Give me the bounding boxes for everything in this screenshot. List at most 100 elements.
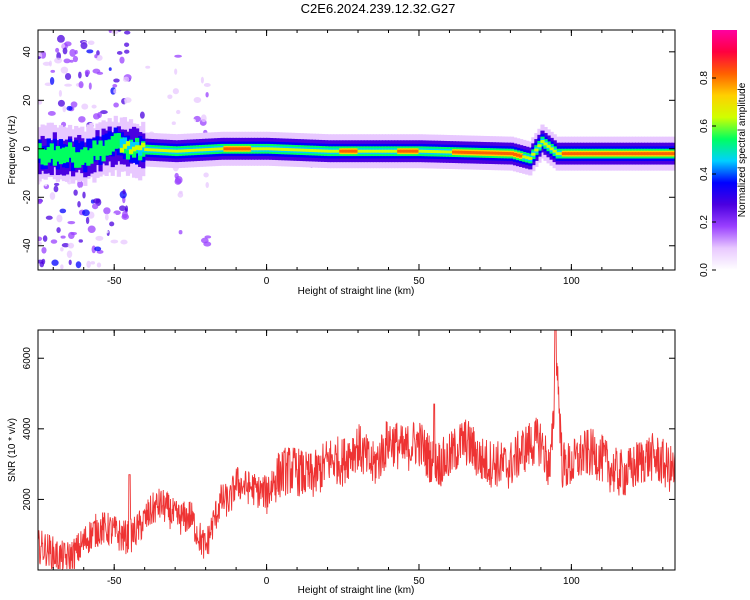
spectrogram-cell	[128, 141, 134, 151]
spectrogram-cell	[223, 147, 228, 151]
spectrogram-cell	[247, 147, 253, 151]
spectrogram-speck	[116, 51, 123, 55]
spectrogram-speck	[205, 181, 209, 188]
spectrogram-cell	[168, 149, 173, 153]
spectrogram-speck	[59, 208, 67, 214]
spectrogram-cell	[607, 152, 612, 156]
spectrogram-speck	[78, 81, 84, 89]
spectrogram-cell	[516, 153, 521, 157]
spectrogram-cell	[119, 147, 124, 153]
colorbar-ticks: 0.0 0.2 0.4 0.6 0.8	[699, 71, 716, 277]
spectrogram-speck	[44, 82, 52, 87]
spectrogram-cell	[186, 149, 192, 153]
spectrogram-speck	[57, 34, 65, 43]
spectrogram-cell	[131, 146, 137, 152]
spectrogram-speck	[81, 103, 89, 110]
spectrogram-panel: -50 0 50 100 40 20 0 -20 -40 Height of straight…	[7, 29, 676, 297]
spectrogram-speck	[91, 203, 99, 210]
snr-frame	[37, 329, 676, 571]
spectrogram-speck	[62, 47, 68, 55]
spectrogram-cell	[461, 150, 466, 154]
spectrogram-cell	[49, 143, 54, 159]
spectrogram-speck	[174, 68, 178, 75]
spectrogram-cell	[409, 149, 414, 153]
spectrogram-cell	[564, 152, 569, 156]
spectrogram-cell	[375, 149, 381, 153]
spectrogram-speck	[113, 88, 117, 94]
spectrogram-cell	[589, 152, 594, 156]
spectrogram-cell	[388, 149, 393, 153]
spectrogram-cell	[427, 150, 432, 153]
spectrogram-cell	[74, 152, 79, 168]
spectrogram-speck	[56, 227, 61, 233]
spectrogram-speck	[103, 207, 111, 215]
y-tick-label: 40	[22, 46, 33, 58]
spectrogram-speck	[119, 56, 125, 64]
spectrogram-cell	[586, 152, 591, 156]
spectrogram-speck	[171, 121, 176, 125]
spectrogram-cell	[644, 152, 649, 156]
spectrogram-speck	[112, 213, 117, 221]
spectrogram-cell	[479, 151, 484, 155]
spectrogram-speck	[42, 235, 48, 242]
spectrogram-cell	[555, 152, 560, 156]
spectrogram-cell	[278, 147, 283, 151]
spectrogram-cell	[253, 147, 259, 151]
spectrogram-speck	[64, 72, 72, 81]
spectrogram-speck	[104, 230, 109, 234]
spectrogram-cell	[424, 149, 429, 153]
spectrogram-cell	[217, 147, 222, 151]
spectrogram-speck	[44, 255, 48, 259]
spectrogram-speck	[200, 76, 204, 84]
spectrogram-cell	[226, 147, 231, 151]
spectrogram-speck	[91, 245, 96, 254]
spectrogram-cell	[595, 152, 600, 156]
spectrogram-cell	[616, 152, 621, 156]
spectrogram-speck	[203, 83, 211, 87]
spectrogram-cell	[384, 149, 390, 153]
spectrogram-speck	[109, 221, 115, 227]
spectrogram-speck	[188, 118, 196, 124]
spectrogram-cell	[317, 149, 323, 153]
spectrogram-cell	[80, 149, 85, 165]
spectrogram-cell	[522, 155, 527, 159]
spectrogram-speck	[124, 49, 130, 54]
colorbar-tick-label: 0.0	[699, 263, 710, 277]
y-tick-label: 2000	[22, 488, 33, 511]
spectrogram-speck	[174, 172, 179, 179]
spectrogram-cell	[452, 150, 457, 154]
spectrogram-cell	[135, 145, 140, 150]
spectrogram-speck	[78, 116, 86, 123]
spectrogram-cell	[345, 149, 350, 153]
spectrogram-cell	[153, 148, 158, 152]
spectrogram-speck	[200, 114, 207, 123]
spectrogram-speck	[203, 172, 209, 178]
spectrogram-cell	[668, 152, 673, 156]
spectrogram-speck	[90, 261, 96, 265]
snr-series-line	[38, 330, 675, 570]
x-tick-label: -50	[107, 576, 122, 587]
spectrogram-speck	[69, 48, 76, 57]
x-tick-label: 0	[264, 276, 270, 287]
spectrogram-cell	[71, 147, 76, 163]
spectrogram-speck	[202, 110, 210, 114]
spectrogram-cell	[64, 146, 70, 163]
spectrogram-speck	[104, 213, 109, 221]
spectrogram-cell	[503, 152, 509, 155]
spectrogram-cell	[656, 152, 661, 156]
spectrogram-cell	[150, 148, 155, 152]
spectrogram-cell	[415, 149, 420, 153]
spectrogram-speck	[172, 88, 179, 95]
spectrogram-cell	[671, 152, 675, 156]
spectrogram-cell	[394, 149, 399, 153]
bottom-y-ticks: 2000 4000 6000	[22, 347, 675, 511]
spectrogram-cell	[165, 149, 170, 153]
spectrogram-cell	[202, 148, 207, 152]
spectrogram-cell	[122, 144, 128, 149]
spectrogram-cell	[52, 150, 57, 166]
spectrogram-speck	[124, 42, 130, 47]
spectrogram-cell	[372, 149, 377, 153]
chart-title: C2E6.2024.239.12.32.G27	[301, 1, 456, 16]
spectrogram-cell	[77, 152, 82, 168]
